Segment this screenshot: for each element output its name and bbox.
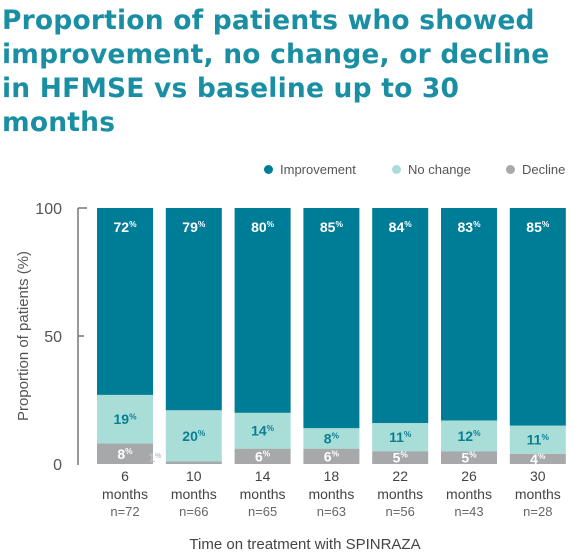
legend-swatch-no-change bbox=[392, 165, 401, 174]
data-label-percent-sign: % bbox=[469, 450, 477, 460]
bar-no-change-30 bbox=[509, 425, 566, 454]
x-tick-n-6: n=72 bbox=[110, 504, 139, 519]
chart-title-line-2: improvement, no change, or decline bbox=[2, 39, 550, 70]
data-label-percent-sign: % bbox=[335, 219, 343, 229]
x-tick-n-14: n=65 bbox=[248, 504, 277, 519]
data-label-percent-sign: % bbox=[404, 429, 412, 439]
legend-item-improvement: Improvement bbox=[264, 162, 356, 177]
chart-title-line-1: Proportion of patients who showed bbox=[2, 5, 535, 36]
legend-label-improvement: Improvement bbox=[280, 162, 356, 177]
x-tick-label-26: 26 bbox=[461, 468, 477, 484]
x-tick-label-6: 6 bbox=[121, 468, 129, 484]
data-label-percent-sign: % bbox=[473, 428, 481, 438]
bar-improvement-22 bbox=[372, 208, 429, 424]
x-tick-unit-30: months bbox=[515, 486, 561, 502]
legend-label-decline: Decline bbox=[522, 162, 566, 177]
bar-improvement-30 bbox=[509, 208, 566, 426]
data-label-percent-sign: % bbox=[541, 432, 549, 442]
bar-no-change-6 bbox=[97, 394, 153, 444]
x-tick-n-10: n=66 bbox=[179, 504, 208, 519]
data-label-percent-sign: % bbox=[332, 431, 340, 441]
chart-title-line-4: months bbox=[2, 107, 116, 138]
data-label-percent-sign: % bbox=[129, 411, 137, 421]
data-label-percent-sign: % bbox=[198, 428, 206, 438]
data-label-percent-sign: % bbox=[267, 423, 275, 433]
x-tick-label-18: 18 bbox=[324, 468, 340, 484]
bar-decline-14 bbox=[234, 448, 291, 464]
data-label-percent-sign: % bbox=[332, 448, 340, 458]
bar-no-change-26 bbox=[441, 420, 497, 452]
bar-no-change-22 bbox=[372, 423, 429, 452]
data-label-percent-sign: % bbox=[129, 219, 137, 229]
x-tick-unit-10: months bbox=[171, 486, 217, 502]
data-label-percent-sign: % bbox=[400, 450, 408, 460]
bar-decline-22 bbox=[372, 451, 429, 464]
bar-decline-18 bbox=[303, 448, 360, 464]
bar-improvement-18 bbox=[303, 208, 360, 429]
bar-no-change-14 bbox=[234, 412, 291, 449]
legend-label-no-change: No change bbox=[408, 162, 471, 177]
bar-improvement-26 bbox=[441, 208, 497, 421]
chart-title-line-3: in HFMSE vs baseline up to 30 bbox=[2, 73, 460, 104]
chart-title: Proportion of patients who showed improv… bbox=[2, 4, 582, 140]
data-label-percent-sign: % bbox=[198, 219, 206, 229]
data-label-percent-sign: % bbox=[125, 446, 133, 456]
legend-item-no-change: No change bbox=[392, 162, 471, 177]
x-tick-n-30: n=28 bbox=[523, 504, 552, 519]
bar-no-change-10 bbox=[165, 410, 222, 462]
chart-legend: Improvement No change Decline bbox=[0, 162, 586, 180]
bar-decline-26 bbox=[441, 451, 497, 464]
x-tick-n-22: n=56 bbox=[386, 504, 415, 519]
x-tick-n-26: n=43 bbox=[454, 504, 483, 519]
bar-improvement-6 bbox=[97, 208, 153, 395]
x-tick-unit-26: months bbox=[446, 486, 492, 502]
y-tick-label-50: 50 bbox=[44, 329, 62, 346]
x-tick-unit-18: months bbox=[308, 486, 354, 502]
bar-improvement-10 bbox=[165, 208, 222, 411]
data-label-percent-sign: % bbox=[473, 219, 481, 229]
data-label-percent-sign: % bbox=[267, 219, 275, 229]
bar-improvement-14 bbox=[234, 208, 291, 413]
y-tick-label-100: 100 bbox=[35, 201, 62, 218]
x-tick-label-22: 22 bbox=[392, 468, 408, 484]
bar-decline-10 bbox=[165, 461, 222, 464]
data-label-percent-sign: % bbox=[542, 219, 550, 229]
legend-item-decline: Decline bbox=[506, 162, 565, 177]
y-axis-title: Proportion of patients (%) bbox=[15, 251, 32, 421]
data-label-decline-10: 1% bbox=[148, 451, 162, 465]
data-label-percent-sign: % bbox=[538, 451, 546, 461]
legend-swatch-decline bbox=[506, 165, 515, 174]
y-tick-label-0: 0 bbox=[53, 457, 62, 474]
data-label-percent-sign: % bbox=[404, 219, 412, 229]
x-tick-unit-22: months bbox=[377, 486, 423, 502]
data-label-percent-sign: % bbox=[263, 448, 271, 458]
x-tick-unit-6: months bbox=[102, 486, 148, 502]
bar-no-change-18 bbox=[303, 428, 360, 449]
bar-decline-6 bbox=[97, 443, 153, 464]
x-tick-n-18: n=63 bbox=[317, 504, 346, 519]
x-tick-label-10: 10 bbox=[186, 468, 202, 484]
legend-swatch-improvement bbox=[264, 165, 273, 174]
x-tick-label-14: 14 bbox=[255, 468, 271, 484]
data-label-percent-sign: % bbox=[155, 451, 162, 460]
x-axis-title: Time on treatment with SPINRAZA bbox=[189, 536, 420, 553]
x-tick-label-30: 30 bbox=[530, 468, 546, 484]
bar-decline-30 bbox=[509, 453, 566, 464]
x-tick-unit-14: months bbox=[240, 486, 286, 502]
